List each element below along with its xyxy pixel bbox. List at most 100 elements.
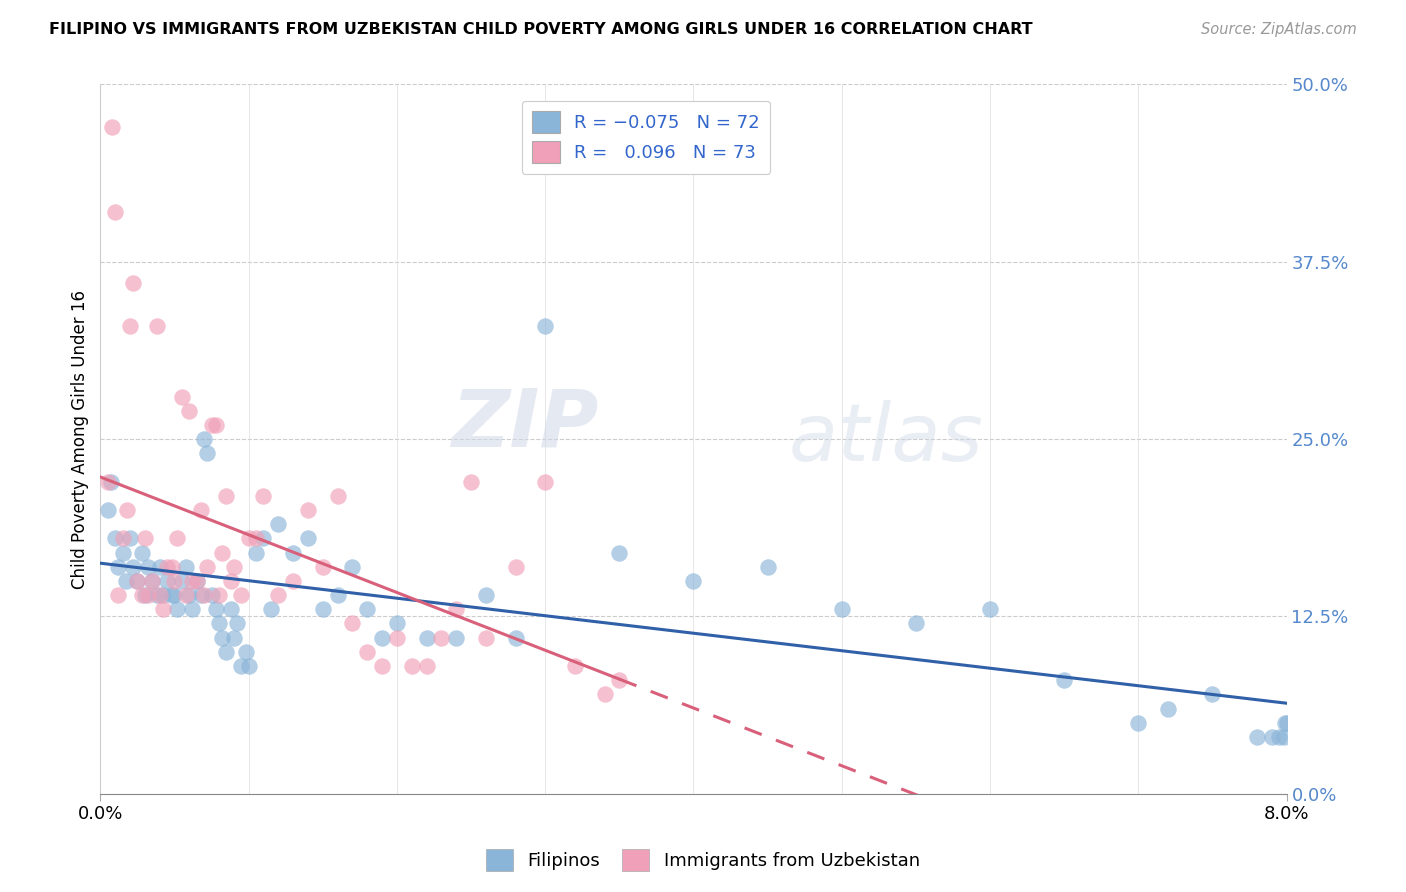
Point (111, 532, 134, 546)
Point (186, 574, 208, 588)
Point (1157, 701, 1180, 715)
Point (326, 588, 349, 602)
Point (297, 503, 319, 517)
Point (205, 417, 228, 432)
Point (312, 602, 335, 616)
Point (245, 545, 267, 559)
Text: Source: ZipAtlas.com: Source: ZipAtlas.com (1201, 22, 1357, 37)
Point (193, 588, 215, 602)
Point (356, 645, 378, 659)
Point (114, 574, 136, 588)
Point (152, 602, 174, 616)
Point (281, 545, 304, 559)
Point (1274, 715, 1296, 730)
Point (115, 503, 138, 517)
Point (163, 588, 186, 602)
Point (136, 559, 159, 574)
Point (104, 532, 127, 546)
Point (979, 602, 1001, 616)
Point (176, 559, 198, 574)
Point (231, 659, 253, 673)
Point (281, 574, 304, 588)
Point (141, 574, 163, 588)
Point (1246, 730, 1268, 744)
Point (101, 120, 124, 134)
Legend: Filipinos, Immigrants from Uzbekistan: Filipinos, Immigrants from Uzbekistan (479, 842, 927, 879)
Point (205, 602, 228, 616)
Point (682, 574, 704, 588)
Point (179, 403, 201, 417)
Point (238, 659, 260, 673)
Point (607, 545, 630, 559)
Point (215, 645, 238, 659)
Point (170, 390, 193, 404)
Point (1261, 730, 1284, 744)
Point (208, 616, 231, 631)
Point (1268, 730, 1291, 744)
Text: atlas: atlas (789, 400, 983, 478)
Point (181, 574, 204, 588)
Point (97, 503, 120, 517)
Point (149, 588, 172, 602)
Point (104, 205, 127, 219)
Point (1272, 730, 1295, 744)
Point (222, 559, 245, 574)
Point (534, 475, 557, 489)
Point (145, 318, 167, 333)
Point (1128, 715, 1150, 730)
Point (145, 588, 167, 602)
Point (222, 631, 245, 645)
Point (219, 574, 242, 588)
Point (149, 559, 172, 574)
Legend: R = −0.075   N = 72, R =   0.096   N = 73: R = −0.075 N = 72, R = 0.096 N = 73 (522, 101, 770, 174)
Point (342, 616, 364, 631)
Point (152, 588, 174, 602)
Point (371, 659, 394, 673)
Point (593, 687, 616, 701)
Point (195, 559, 218, 574)
Point (219, 602, 242, 616)
Point (505, 559, 527, 574)
Point (160, 559, 183, 574)
Point (238, 532, 260, 546)
Point (444, 602, 467, 616)
Point (460, 475, 482, 489)
Point (475, 588, 498, 602)
Point (127, 574, 149, 588)
Point (156, 559, 179, 574)
Point (505, 631, 527, 645)
Point (245, 532, 267, 546)
Point (475, 631, 498, 645)
Point (1201, 687, 1223, 701)
Y-axis label: Child Poverty Among Girls Under 16: Child Poverty Among Girls Under 16 (72, 290, 89, 589)
Point (385, 616, 408, 631)
Point (444, 631, 467, 645)
Point (131, 545, 153, 559)
Point (136, 588, 159, 602)
Point (401, 659, 423, 673)
Point (200, 417, 222, 432)
Point (564, 659, 586, 673)
Point (131, 588, 153, 602)
Point (415, 631, 437, 645)
Point (342, 559, 364, 574)
Point (260, 602, 283, 616)
Point (211, 631, 233, 645)
Point (107, 588, 129, 602)
Point (430, 631, 453, 645)
Point (118, 318, 141, 333)
Point (267, 517, 290, 532)
Point (326, 489, 349, 503)
Point (215, 489, 238, 503)
Point (100, 475, 122, 489)
Point (190, 503, 212, 517)
Point (831, 602, 853, 616)
Point (1053, 673, 1076, 688)
Point (134, 588, 156, 602)
Point (127, 574, 149, 588)
Point (252, 532, 274, 546)
Point (235, 645, 257, 659)
Point (179, 588, 201, 602)
Point (141, 574, 163, 588)
Point (160, 588, 183, 602)
